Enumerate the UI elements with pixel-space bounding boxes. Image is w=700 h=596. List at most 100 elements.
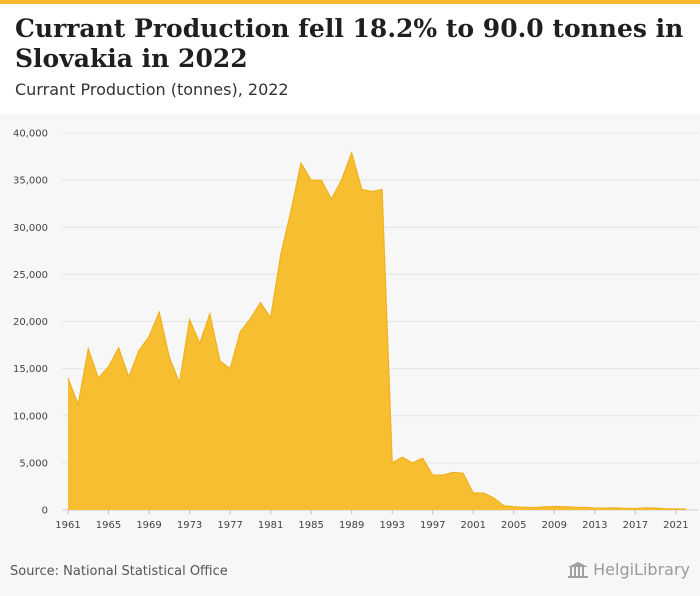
- data-point: [411, 461, 414, 464]
- y-tick-label: 25,000: [13, 270, 48, 281]
- y-tick-label: 35,000: [13, 176, 48, 187]
- data-point: [421, 457, 424, 460]
- source-note: Source: National Statistical Office: [10, 564, 228, 579]
- data-point: [67, 377, 70, 380]
- data-point: [603, 507, 606, 510]
- data-point: [685, 508, 688, 511]
- data-point: [563, 505, 566, 508]
- production-area: [68, 152, 686, 511]
- x-tick-label: 1961: [55, 520, 80, 531]
- data-point: [401, 456, 404, 459]
- chart-subtitle: Currant Production (tonnes), 2022: [15, 80, 289, 99]
- data-point: [259, 301, 262, 304]
- x-tick-label: 2005: [501, 520, 526, 531]
- data-point: [188, 318, 191, 321]
- x-tick-label: 1997: [420, 520, 445, 531]
- data-point: [482, 492, 485, 495]
- x-tick-label: 2013: [582, 520, 607, 531]
- data-point: [269, 316, 272, 319]
- data-point: [208, 312, 211, 315]
- area-chart: 0 5,000 10,000 15,000 20,000 25,000 30,000 35,0…: [13, 129, 698, 531]
- x-tick-label: 1985: [298, 520, 323, 531]
- data-point: [624, 507, 627, 510]
- data-point: [451, 471, 454, 474]
- x-tick-label: 1969: [136, 520, 161, 531]
- area-series: [67, 150, 688, 511]
- data-point: [533, 506, 536, 509]
- data-point: [492, 496, 495, 499]
- data-point: [370, 190, 373, 193]
- y-tick-label: 10,000: [13, 411, 48, 422]
- data-point: [522, 506, 525, 509]
- x-tick-label: 1993: [379, 520, 404, 531]
- x-tick-label: 1977: [217, 520, 242, 531]
- y-tick-label: 0: [42, 506, 48, 517]
- chart-header: Currant Production fell 18.2% to 90.0 to…: [0, 0, 700, 114]
- data-point: [168, 356, 171, 359]
- data-point: [664, 507, 667, 510]
- x-tick-label: 1981: [258, 520, 283, 531]
- data-point: [137, 349, 140, 352]
- y-tick-label: 20,000: [13, 317, 48, 328]
- data-point: [310, 179, 313, 182]
- y-tick-label: 5,000: [19, 458, 48, 469]
- chart-title: Currant Production fell 18.2% to 90.0 to…: [15, 14, 684, 73]
- y-tick-label: 15,000: [13, 364, 48, 375]
- data-point: [441, 474, 444, 477]
- x-tick-label: 1965: [96, 520, 121, 531]
- data-point: [97, 377, 100, 380]
- data-point: [512, 505, 515, 508]
- data-point: [462, 472, 465, 475]
- data-point: [553, 505, 556, 508]
- data-point: [472, 492, 475, 495]
- data-point: [107, 365, 110, 368]
- y-tick-label: 40,000: [13, 129, 48, 140]
- data-point: [381, 188, 384, 191]
- x-tick-label: 2021: [663, 520, 688, 531]
- library-building-icon: [568, 561, 589, 578]
- data-point: [289, 210, 292, 213]
- y-tick-label: 30,000: [13, 223, 48, 234]
- data-point: [198, 342, 201, 345]
- data-point: [229, 367, 232, 370]
- data-point: [239, 330, 242, 333]
- helgi-library-logo: HelgiLibrary: [567, 560, 690, 579]
- data-point: [654, 507, 657, 510]
- data-point: [350, 151, 353, 154]
- data-point: [502, 504, 505, 507]
- data-point: [77, 403, 80, 406]
- data-point: [573, 506, 576, 509]
- data-point: [87, 347, 90, 350]
- x-tick-label: 1973: [177, 520, 202, 531]
- data-point: [300, 162, 303, 165]
- accent-bar: [0, 0, 700, 4]
- data-point: [320, 179, 323, 182]
- x-tick-label: 2017: [623, 520, 648, 531]
- y-axis-labels: 0 5,000 10,000 15,000 20,000 25,000 30,000 35,0…: [13, 129, 48, 517]
- data-point: [279, 253, 282, 256]
- production-line: [67, 150, 687, 510]
- x-tick-label: 2001: [461, 520, 486, 531]
- x-axis-labels: 1961 1965 1969 1973 1977 1981 1985 1989 1993 1997…: [55, 510, 689, 531]
- data-point: [249, 317, 252, 320]
- data-point: [644, 506, 647, 509]
- data-point: [431, 474, 434, 477]
- data-point: [543, 505, 546, 508]
- data-point: [178, 381, 181, 384]
- data-point: [330, 197, 333, 200]
- data-point: [340, 179, 343, 182]
- x-tick-label: 2009: [542, 520, 567, 531]
- x-tick-label: 1989: [339, 520, 364, 531]
- data-point: [593, 506, 596, 509]
- logo-text: HelgiLibrary: [593, 560, 690, 579]
- data-point: [360, 188, 363, 191]
- data-point: [117, 346, 120, 349]
- data-point: [391, 461, 394, 464]
- data-point: [158, 311, 161, 314]
- data-point: [583, 506, 586, 509]
- data-point: [127, 376, 130, 379]
- data-point: [148, 335, 151, 338]
- data-point: [218, 360, 221, 363]
- data-point: [614, 506, 617, 509]
- data-point: [634, 507, 637, 510]
